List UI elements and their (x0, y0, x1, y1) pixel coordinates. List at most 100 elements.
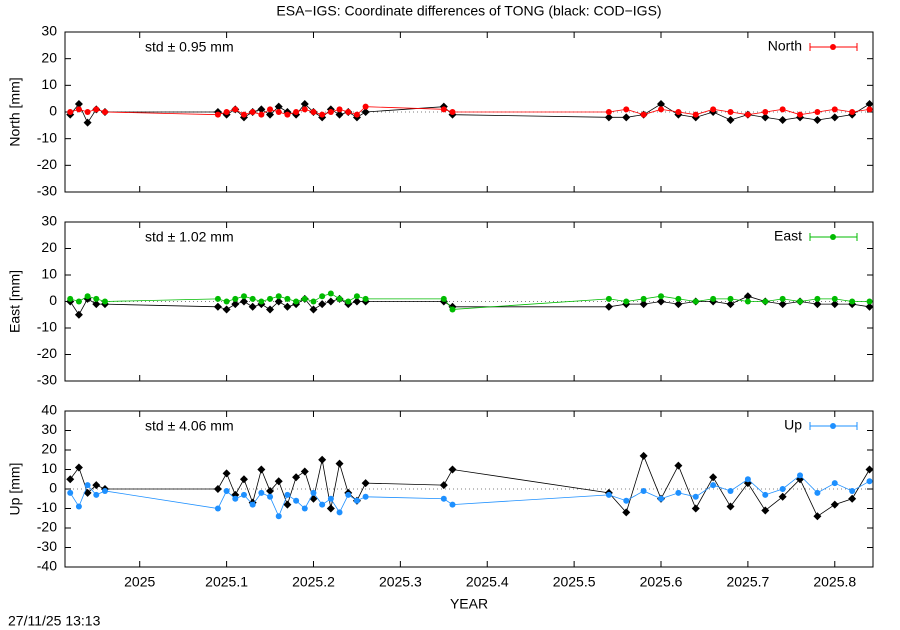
point (223, 487, 230, 494)
point (727, 487, 734, 494)
point (93, 295, 100, 302)
point (275, 293, 282, 300)
point (292, 473, 301, 482)
point (223, 298, 230, 305)
point (658, 495, 665, 502)
point (74, 463, 83, 472)
point (300, 100, 309, 108)
y-tick-label: 20 (41, 441, 57, 457)
point (605, 491, 612, 498)
point (692, 298, 699, 305)
legend-marker (830, 44, 836, 50)
point (353, 293, 360, 300)
point (866, 298, 873, 305)
point (267, 295, 274, 302)
point (674, 461, 683, 470)
point (865, 302, 874, 311)
point (300, 467, 309, 476)
x-tick-label: 2025.5 (553, 574, 596, 590)
point (604, 113, 613, 122)
point (336, 509, 343, 516)
point (92, 300, 101, 309)
point (623, 497, 630, 504)
point (310, 298, 317, 305)
point (727, 295, 734, 302)
point (353, 497, 360, 504)
point (213, 485, 222, 493)
legend-marker (830, 234, 836, 240)
point (605, 109, 612, 115)
y-tick-label: -20 (37, 156, 57, 172)
point (283, 302, 292, 311)
point (231, 300, 240, 309)
point (743, 292, 752, 301)
point (232, 495, 239, 502)
y-tick-label: -10 (37, 499, 57, 515)
point (744, 298, 751, 305)
point (74, 100, 83, 108)
std-annotation: std ± 1.02 mm (145, 229, 234, 245)
point (213, 302, 222, 311)
point (75, 106, 82, 113)
timestamp: 27/11/25 13:13 (8, 613, 101, 629)
point (640, 487, 647, 494)
point (830, 300, 839, 309)
point (310, 109, 317, 115)
y-axis-label: Up [mm] (7, 463, 23, 516)
point (240, 491, 247, 498)
point (691, 504, 700, 513)
point (101, 298, 108, 305)
point (675, 109, 682, 115)
point (84, 293, 91, 300)
point (658, 293, 665, 300)
point (622, 113, 631, 122)
point (361, 108, 370, 116)
point (779, 106, 786, 113)
point (726, 300, 735, 309)
point (239, 297, 248, 306)
y-axis-label: North [mm] (7, 77, 23, 146)
point (232, 295, 239, 302)
point (744, 111, 751, 118)
y-tick-label: -30 (37, 372, 57, 388)
y-tick-label: -30 (37, 183, 57, 199)
point (692, 111, 699, 118)
point (327, 290, 334, 297)
point (605, 295, 612, 302)
point (762, 298, 769, 305)
series-line (69, 454, 870, 517)
point (762, 491, 769, 498)
point (214, 111, 221, 118)
point (623, 298, 630, 305)
point (309, 494, 318, 503)
point (275, 513, 282, 520)
point (266, 305, 275, 314)
point (274, 477, 283, 486)
point (814, 295, 821, 302)
x-tick-label: 2025.3 (379, 574, 422, 590)
point (710, 295, 717, 302)
y-tick-label: -40 (37, 558, 57, 574)
point (327, 495, 334, 502)
y-tick-label: 0 (49, 292, 57, 308)
point (258, 298, 265, 305)
point (101, 487, 108, 494)
point (257, 105, 266, 114)
point (813, 116, 822, 124)
point (440, 495, 447, 502)
point (362, 295, 369, 302)
point (92, 481, 101, 490)
point (214, 505, 221, 512)
point (813, 300, 822, 309)
point (266, 486, 275, 495)
point (249, 109, 256, 115)
point (448, 465, 457, 474)
point (865, 465, 874, 474)
point (345, 298, 352, 305)
point (830, 500, 839, 509)
point (674, 300, 683, 309)
point (726, 116, 735, 124)
point (319, 111, 326, 118)
point (222, 469, 231, 478)
legend-marker (830, 423, 836, 429)
